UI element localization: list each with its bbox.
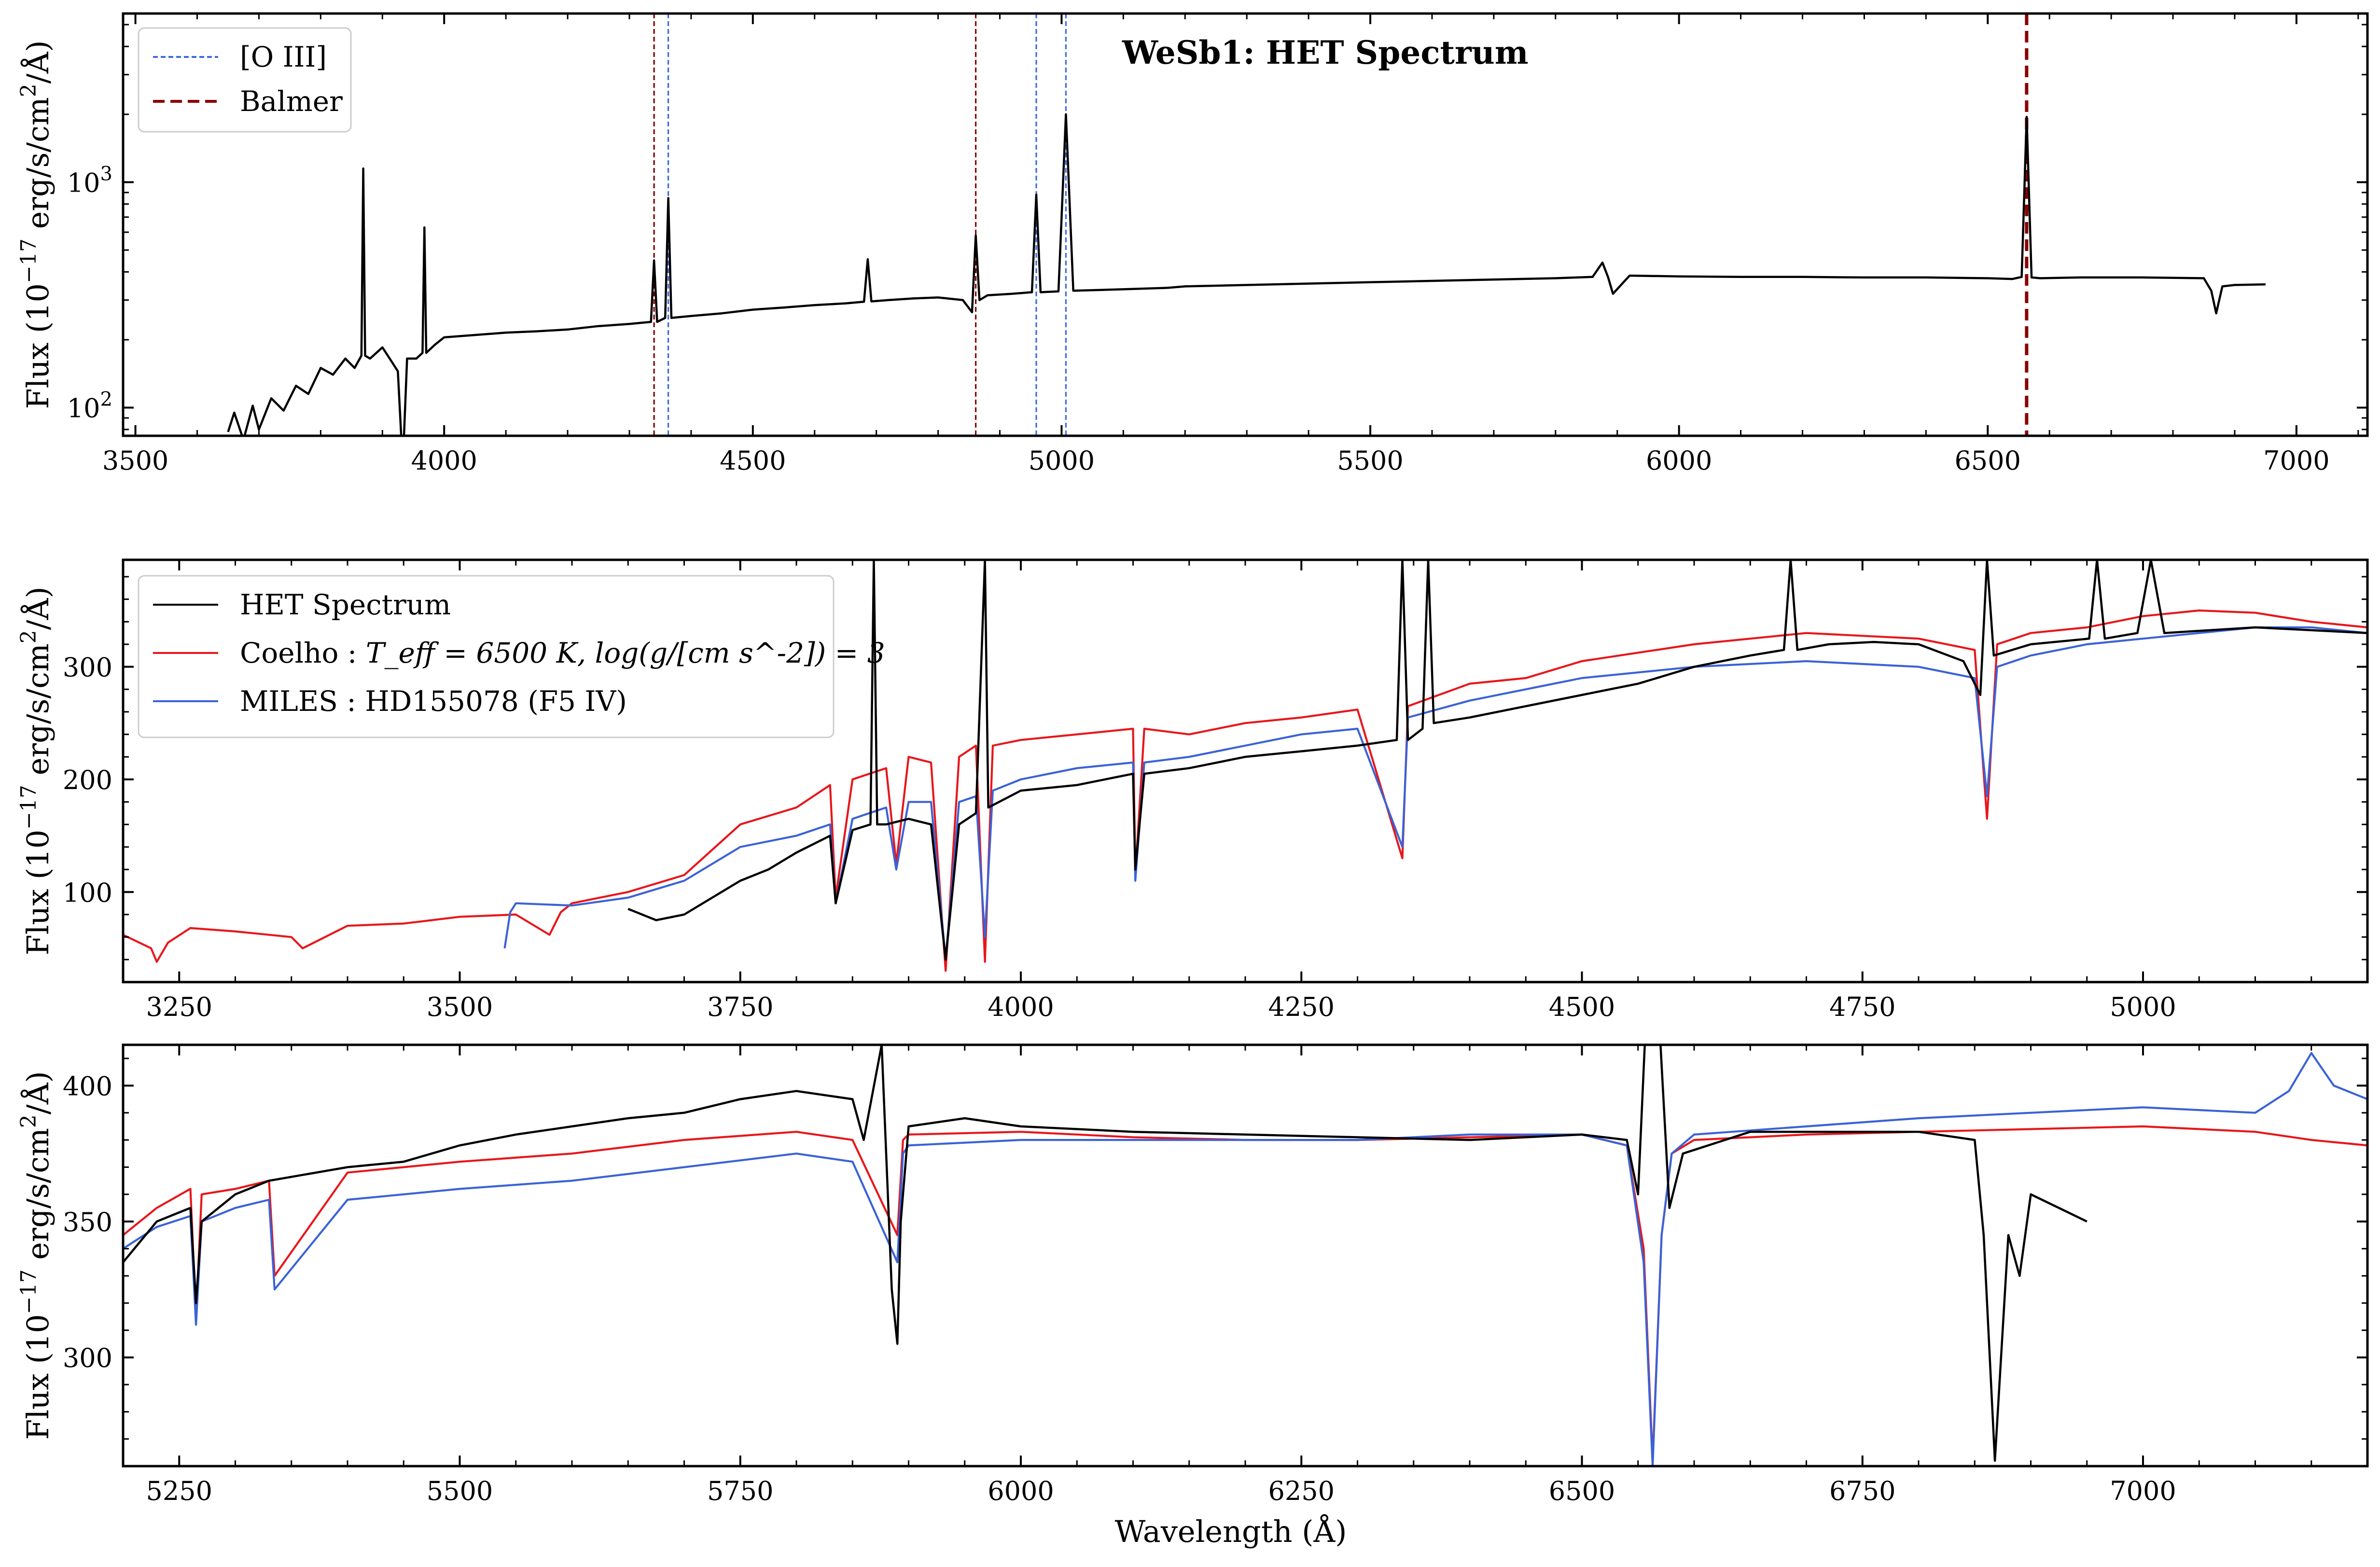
x-tick-label: 5750: [707, 1476, 773, 1506]
x-tick-label: 3750: [707, 992, 773, 1022]
y-label-unit-exp: 2: [16, 630, 41, 643]
legend: [O III] Balmer: [138, 27, 352, 133]
x-tick-label: 4000: [988, 992, 1054, 1022]
x-tick-label: 4750: [1829, 992, 1895, 1022]
legend-label-text: Balmer: [240, 85, 343, 118]
x-tick-label: 5000: [2110, 992, 2176, 1022]
y-label-exp: −17: [16, 785, 41, 830]
x-tick-label: 6000: [1646, 445, 1712, 476]
x-tick-label: 3250: [146, 992, 212, 1022]
x-tick-label: 4250: [1268, 992, 1335, 1022]
legend-label-coelho: Coelho : T_eff = 6500 K, log(g/[cm s^-2]…: [240, 637, 885, 669]
legend-label-text: Coelho :: [240, 637, 366, 669]
x-tick-label: 4500: [720, 445, 786, 476]
y-label-unit: erg/s/cm: [20, 1128, 56, 1269]
y-label-unit: erg/s/cm: [20, 97, 56, 238]
series-group: [123, 560, 2367, 972]
panel-middle: 3250 3500 3750 4000 4250 4500 4750 5000 100 200 30…: [16, 558, 2369, 1022]
x-tick-label: 4500: [1549, 992, 1615, 1022]
legend-label-text: HET Spectrum: [240, 588, 451, 621]
plot-frame: [122, 12, 2369, 437]
legend-box: [138, 575, 835, 738]
y-tick-label: 300: [63, 1343, 112, 1373]
y-label-unit-exp: 2: [16, 1114, 41, 1128]
y-axis: 300 350 400: [63, 1057, 2367, 1467]
y-label-end: /Å): [20, 1071, 56, 1114]
y-tick-label: 103: [67, 163, 112, 198]
x-tick-label: 7000: [2263, 445, 2329, 476]
x-axis-label: Wavelength (Å): [1115, 1514, 1347, 1549]
y-tick-label: 102: [67, 388, 112, 424]
y-label-unit-exp: 2: [16, 83, 41, 97]
y-label-end: /Å): [20, 586, 56, 630]
y-axis-label: Flux (10−17 erg/s/cm2/Å): [16, 40, 56, 409]
panel-bottom: 5250 5500 5750 6000 6250 6500 6750 7000 300 350 40…: [16, 1043, 2369, 1506]
series-line-het: [627, 560, 2367, 961]
x-axis: 3250 3500 3750 4000 4250 4500 4750 5000: [122, 560, 2368, 1022]
y-label-end: /Å): [20, 40, 56, 83]
series-line-het: [227, 113, 2266, 436]
y-tick-label: 400: [63, 1071, 112, 1101]
x-tick-label: 5500: [1337, 445, 1403, 476]
y-tick-exp: 3: [100, 163, 112, 185]
legend-label-text: [O III]: [240, 41, 327, 73]
legend-label-oiii: [O III]: [240, 41, 327, 73]
y-tick-label: 350: [63, 1207, 112, 1237]
legend-label-het: HET Spectrum: [240, 588, 451, 621]
x-tick-label: 6500: [1955, 445, 2021, 476]
x-axis: 3500 4000 4500 5000 5500 6000 6500 7000: [102, 14, 2359, 476]
x-tick-label: 6750: [1829, 1476, 1895, 1506]
legend-label-miles: MILES : HD155078 (F5 IV): [240, 685, 627, 718]
x-axis: 5250 5500 5750 6000 6250 6500 6750 7000: [122, 1045, 2368, 1506]
y-label-unit: erg/s/cm: [20, 643, 56, 785]
legend-label-balmer: Balmer: [240, 85, 343, 118]
x-tick-label: 3500: [102, 445, 168, 476]
y-tick-base: 10: [67, 168, 100, 198]
x-tick-label: 5000: [1029, 445, 1095, 476]
legend: HET Spectrum Coelho : T_eff = 6500 K, log…: [138, 575, 885, 738]
y-axis-label: Flux (10−17 erg/s/cm2/Å): [16, 1071, 56, 1440]
series-group: [123, 1045, 2367, 1466]
series-group: [227, 113, 2266, 436]
series-line-miles: [123, 1052, 2367, 1466]
y-axis: 100 200 300: [63, 576, 2367, 983]
x-tick-label: 3500: [427, 992, 493, 1022]
x-tick-label: 7000: [2110, 1476, 2176, 1506]
y-label-main: Flux (10: [20, 283, 56, 409]
y-label-main: Flux (10: [20, 1314, 56, 1440]
x-tick-label: 5250: [146, 1476, 212, 1506]
x-tick-label: 5500: [427, 1476, 493, 1506]
y-tick-label: 100: [63, 877, 112, 908]
series-line-miles: [503, 626, 2367, 961]
y-tick-label: 300: [63, 652, 112, 683]
series-line-het: [123, 1045, 2088, 1462]
y-label-exp: −17: [16, 1269, 41, 1314]
y-label-exp: −17: [16, 238, 41, 283]
y-axis-label: Flux (10−17 erg/s/cm2/Å): [16, 586, 56, 955]
chart-title: WeSb1: HET Spectrum: [1122, 34, 1529, 71]
legend-box: [138, 27, 352, 133]
panel-top: 3500 4000 4500 5000 5500 6000 6500 7000102103Fl…: [16, 12, 2369, 476]
y-tick-label: 200: [63, 765, 112, 795]
y-label-main: Flux (10: [20, 830, 56, 956]
y-tick-exp: 2: [100, 388, 112, 411]
x-tick-label: 6250: [1268, 1476, 1335, 1506]
x-tick-label: 6000: [988, 1476, 1054, 1506]
y-tick-base: 10: [67, 393, 100, 424]
x-tick-label: 6500: [1549, 1476, 1615, 1506]
x-tick-label: 4000: [411, 445, 477, 476]
legend-label-math: T_eff = 6500 K, log(g/[cm s^-2]) = 3: [366, 637, 885, 669]
reference-lines: [653, 14, 2029, 436]
legend-label-text: MILES : HD155078 (F5 IV): [240, 685, 627, 718]
